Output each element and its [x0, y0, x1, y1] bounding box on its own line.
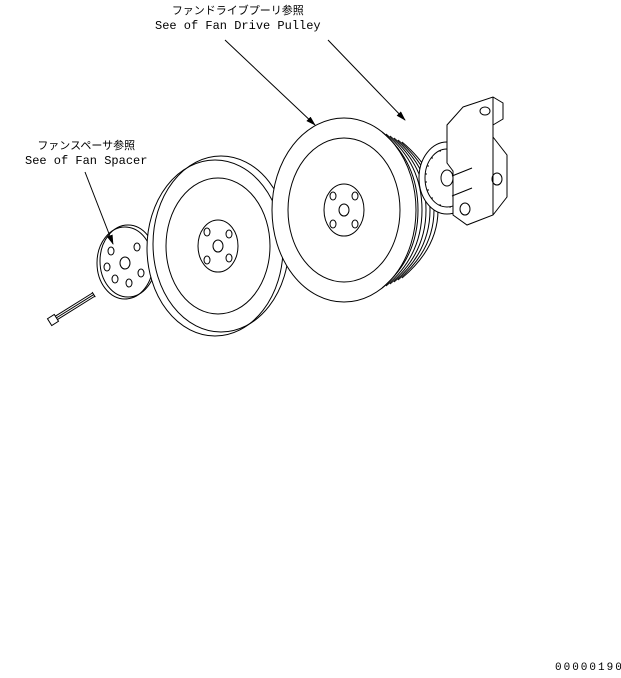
fan-spacer-label: ファンスペーサ参照 See of Fan Spacer	[25, 140, 147, 170]
fan-spacer-en: See of Fan Spacer	[25, 154, 147, 170]
fan-drive-pulley-jp: ファンドライブプーリ参照	[155, 5, 321, 19]
part-number: 00000190	[555, 662, 621, 674]
fan-spacer-jp: ファンスペーサ参照	[25, 140, 147, 154]
fan-drive-pulley-en: See of Fan Drive Pulley	[155, 19, 321, 35]
fan-drive-pulley-label: ファンドライブプーリ参照 See of Fan Drive Pulley	[155, 5, 321, 35]
